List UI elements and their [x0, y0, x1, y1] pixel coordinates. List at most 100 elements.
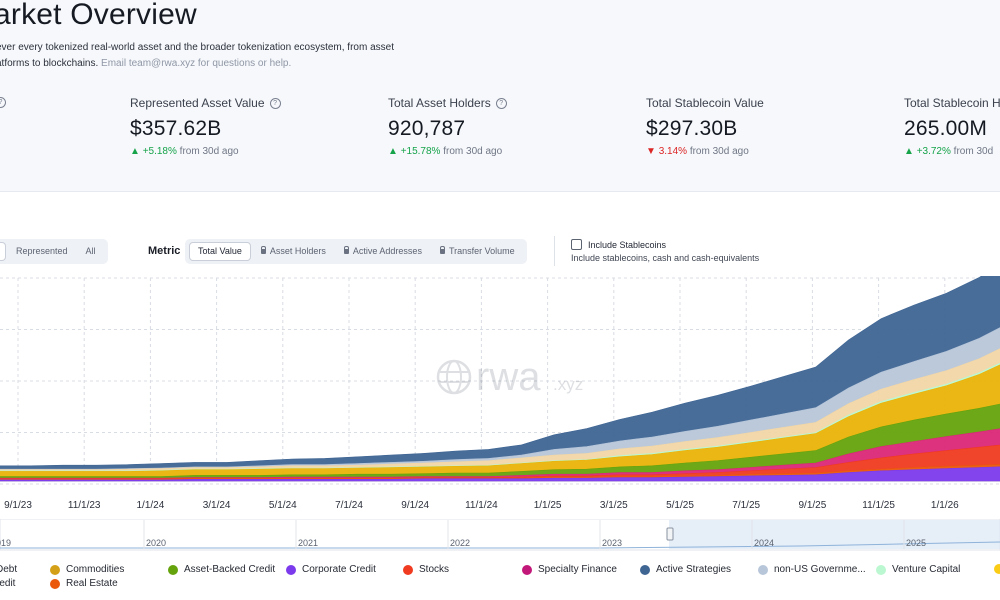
x-tick-label: 7/1/24: [335, 500, 363, 511]
legend-item[interactable]: Asset-Backed Credit: [168, 564, 275, 575]
stat-value: 920,787: [388, 117, 466, 140]
legend-swatch: [876, 564, 886, 575]
trend-up-icon: ▲: [904, 146, 914, 157]
help-icon[interactable]: ?: [495, 97, 507, 109]
x-tick-label: 5/1/25: [666, 500, 694, 511]
area-chart[interactable]: rwa .xyz 9/1/23 11/1/23 1/1/24 3/1/24 5/1/24…: [0, 276, 1000, 516]
include-stablecoins-label[interactable]: Include Stablecoins: [588, 239, 667, 250]
stat-label: Total Stablecoin Value: [646, 96, 764, 110]
legend-swatch: [522, 564, 532, 575]
trend-down-icon: ▼: [646, 146, 656, 157]
legend-item[interactable]: Real Estate: [50, 578, 118, 589]
x-tick-label: 5/1/24: [269, 500, 297, 511]
x-tick-label: 11/1/24: [465, 500, 498, 511]
lock-icon: [439, 246, 445, 254]
navigator-handle[interactable]: [666, 527, 674, 541]
legend-label: Debt: [0, 564, 18, 575]
description-text: ever every tokenized real-world asset an…: [0, 42, 394, 69]
navigator-years: 019 2020 2021 2022 2023 2024 2025: [0, 520, 926, 549]
stat-total-asset-holders: Total Asset Holders? 920,787 ▲ +15.78% f…: [388, 96, 507, 157]
stat-change-suffix: from 30d ago: [179, 146, 239, 157]
legend-label: Asset-Backed Credit: [184, 564, 276, 575]
stat-label: Total Stablecoin Ho: [904, 96, 1000, 110]
stat-change: +3.72%: [916, 146, 951, 157]
x-tick-label: 11/1/23: [68, 500, 101, 511]
legend-item[interactable]: Commodities: [50, 564, 124, 575]
metric-option-total-value[interactable]: Total Value: [189, 242, 251, 261]
legend-item[interactable]: Venture Capital: [876, 564, 960, 575]
stablecoin-toggle: Include Stablecoins Include stablecoins,…: [571, 239, 759, 263]
legend-item[interactable]: [994, 564, 1000, 574]
legend-item[interactable]: Stocks: [403, 564, 449, 575]
stat-total-stablecoin-value: Total Stablecoin Value $297.30B ▼ 3.14% …: [646, 96, 764, 157]
series-area-corporate-credit[interactable]: [0, 466, 1000, 482]
legend-swatch: [168, 564, 178, 575]
legend-label: Venture Capital: [892, 564, 961, 575]
x-tick-label: 9/1/23: [4, 500, 32, 511]
legend-item[interactable]: Debt: [0, 564, 17, 575]
metric-option-asset-holders[interactable]: Asset Holders: [253, 242, 334, 261]
legend-swatch: [758, 564, 768, 575]
navigator-year-label: 2020: [146, 538, 166, 548]
include-stablecoins-checkbox[interactable]: [571, 239, 582, 250]
stat-change: +15.78%: [400, 146, 441, 157]
chart-controls: Represented All Metric Total Value Asset…: [0, 236, 1000, 266]
range-navigator[interactable]: 019 2020 2021 2022 2023 2024 2025: [0, 519, 1000, 551]
help-icon[interactable]: ?: [269, 97, 281, 109]
watermark-brand: rwa: [476, 355, 541, 399]
x-tick-label: 11/1/25: [862, 500, 895, 511]
view-option-all[interactable]: All: [85, 246, 96, 256]
navigator-year-label: 2021: [298, 538, 318, 548]
stat-total-stablecoin-holders: Total Stablecoin Ho 265.00M ▲ +3.72% fro…: [904, 96, 1000, 157]
x-axis: 9/1/23 11/1/23 1/1/24 3/1/24 5/1/24 7/1/24 9/1…: [4, 500, 959, 511]
trend-up-icon: ▲: [388, 146, 398, 157]
view-toggle: Represented All: [0, 239, 108, 264]
legend-swatch: [403, 564, 413, 575]
stat-value: 265.00M: [904, 117, 988, 140]
legend-swatch: [994, 564, 1000, 574]
chart-series: [0, 276, 1000, 482]
stat-change-suffix: from 30d ago: [443, 146, 503, 157]
navigator-year-label: 2023: [602, 538, 622, 548]
view-option-distributed[interactable]: [0, 242, 6, 261]
legend-label: redit: [0, 578, 16, 589]
legend-item[interactable]: Specialty Finance: [522, 564, 617, 575]
x-tick-label: 1/1/26: [931, 500, 959, 511]
navigator-selection[interactable]: [669, 520, 1000, 549]
view-option-represented[interactable]: Represented: [16, 246, 68, 256]
legend-swatch: [640, 564, 650, 575]
legend-label: Corporate Credit: [302, 564, 376, 575]
metric-option-active-addresses[interactable]: Active Addresses: [336, 242, 430, 261]
x-tick-label: 9/1/24: [401, 500, 429, 511]
x-tick-label: 9/1/25: [798, 500, 826, 511]
legend-item[interactable]: redit: [0, 578, 15, 589]
navigator-year-label: 2024: [754, 538, 774, 548]
x-tick-label: 1/1/25: [534, 500, 562, 511]
legend-label: Specialty Finance: [538, 564, 617, 575]
navigator-year-label: 2022: [450, 538, 470, 548]
legend-item[interactable]: non-US Governme...: [758, 564, 866, 575]
help-icon[interactable]: ?: [0, 97, 6, 108]
chart-legend: Debt Commodities Asset-Backed Credit Corpor…: [0, 562, 1000, 600]
x-tick-label: 1/1/24: [136, 500, 164, 511]
legend-item[interactable]: Active Strategies: [640, 564, 731, 575]
stat-represented-asset-value: Represented Asset Value? $357.62B ▲ +5.1…: [130, 96, 281, 157]
legend-label: Stocks: [419, 564, 450, 575]
stat-label: Represented Asset Value: [130, 96, 265, 110]
x-tick-label: 3/1/24: [203, 500, 231, 511]
globe-icon: [436, 359, 472, 395]
page-title: arket Overview: [0, 0, 197, 31]
contact-email-link[interactable]: Email team@rwa.xyz for questions or help…: [101, 58, 292, 69]
legend-swatch: [50, 564, 60, 575]
divider: [554, 236, 555, 266]
trend-up-icon: ▲: [130, 146, 140, 157]
legend-item[interactable]: Corporate Credit: [286, 564, 376, 575]
stat-label: Total Asset Holders: [388, 96, 491, 110]
stat-change: +5.18%: [142, 146, 177, 157]
metric-option-transfer-volume[interactable]: Transfer Volume: [432, 242, 523, 261]
navigator-year-label: 019: [0, 538, 11, 548]
legend-label: Commodities: [66, 564, 125, 575]
navigator-year-label: 2025: [906, 538, 926, 548]
legend-label: Active Strategies: [656, 564, 732, 575]
metric-label: Metric: [148, 245, 181, 257]
